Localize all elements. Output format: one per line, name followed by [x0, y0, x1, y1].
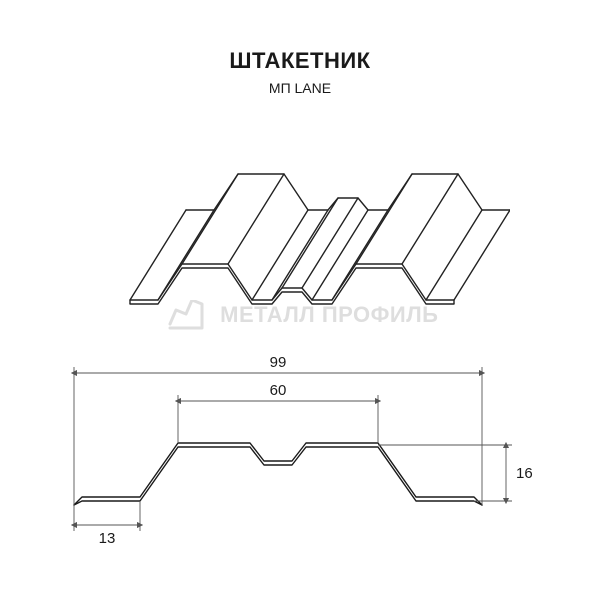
cross-section-view: 99 60 16 13 [60, 355, 540, 545]
isometric-view [110, 130, 510, 330]
dim-overall-width: 99 [270, 355, 287, 371]
dim-height: 16 [516, 465, 533, 482]
page-subtitle: МП LANE [0, 80, 600, 96]
page-title: ШТАКЕТНИК [0, 48, 600, 74]
page: ШТАКЕТНИК МП LANE МЕТАЛЛ ПРОФИЛЬ 9960161… [0, 0, 600, 600]
dim-top-width: 60 [270, 382, 287, 399]
dim-flange: 13 [99, 530, 116, 545]
